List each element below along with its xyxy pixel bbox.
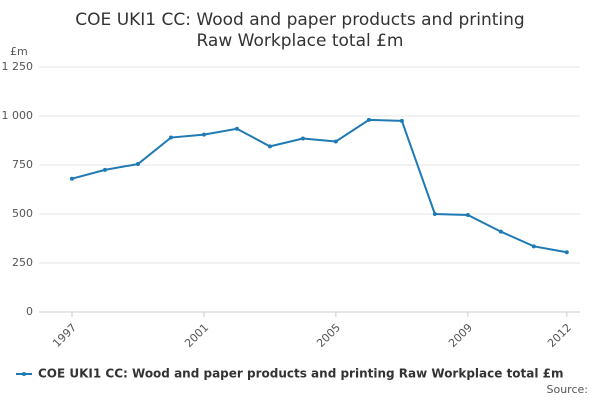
x-tick-label: 1997 [50,321,79,350]
point [234,126,239,131]
y-tick-label: 250 [12,256,33,269]
point [102,167,107,172]
point [432,212,437,216]
point [399,118,404,123]
point [135,162,140,167]
x-tick-label: 2012 [545,321,574,350]
point [168,135,173,140]
source: Source: [547,383,589,396]
point [366,117,371,122]
series-line [71,118,567,254]
point [333,139,338,144]
y-axis-label: £m [10,45,28,58]
x-tick-label: 2009 [446,321,475,350]
legend-marker [22,372,26,376]
chart-title: COE UKI1 CC: Wood and paper products and… [75,10,524,51]
y-tick-label: 1 250 [2,60,34,73]
y-tick-label: 0 [26,305,33,318]
point [69,176,74,181]
point [465,212,470,217]
x-tick-label: 2001 [182,321,211,350]
point [267,144,272,149]
point [201,132,206,137]
legend-label: COE UKI1 CC: Wood and paper products and… [38,367,564,381]
point [498,229,503,234]
point [564,250,569,255]
y-tick-label: 500 [12,207,33,220]
y-tick-label: 750 [12,158,33,171]
x-tick-label: 2005 [314,321,343,350]
point [531,244,536,249]
y-tick-label: 1 000 [2,109,34,122]
point [300,136,305,141]
